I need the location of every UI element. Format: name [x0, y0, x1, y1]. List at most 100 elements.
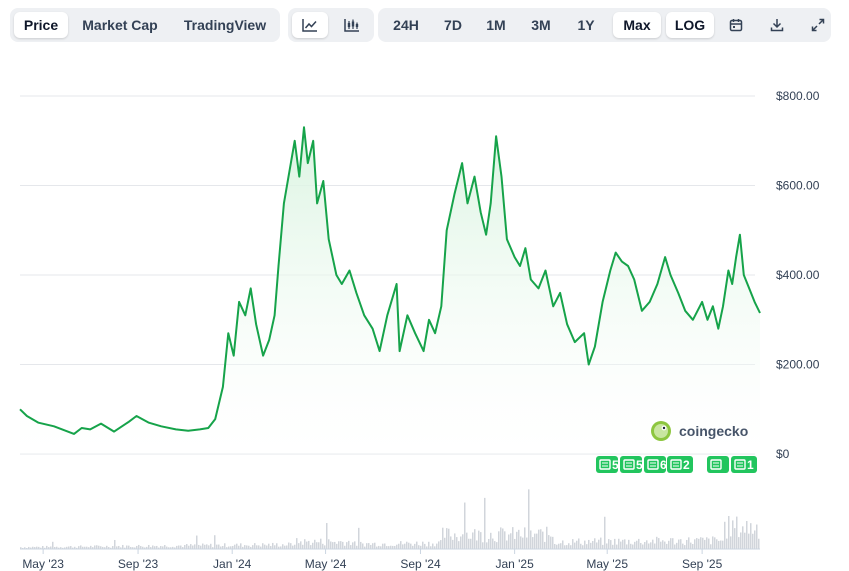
y-tick-label: $200.00: [776, 358, 820, 372]
volume-bar: [112, 546, 114, 549]
volume-bar: [386, 546, 388, 549]
volume-bar: [148, 544, 150, 549]
candlestick-chart-button[interactable]: [334, 12, 370, 38]
volume-bar: [46, 545, 48, 549]
range-1m[interactable]: 1M: [486, 17, 506, 33]
volume-bar: [726, 538, 728, 549]
volume-bar: [356, 545, 358, 549]
event-badge[interactable]: 6: [644, 456, 667, 473]
volume-bar: [610, 540, 612, 549]
volume-bar: [226, 547, 228, 549]
volume-bar: [80, 545, 82, 549]
volume-bar: [66, 546, 68, 549]
volume-bar: [96, 545, 98, 549]
volume-bar: [558, 543, 560, 549]
calendar-icon: [729, 19, 743, 32]
volume-bar: [562, 540, 564, 549]
event-badge[interactable]: 2: [667, 456, 693, 473]
volume-bar: [578, 538, 580, 549]
range-3m[interactable]: 3M: [531, 17, 551, 33]
volume-bar: [544, 541, 546, 549]
volume-bar: [184, 544, 186, 549]
range-1y[interactable]: 1Y: [577, 17, 595, 33]
y-tick-label: $400.00: [776, 268, 820, 282]
volume-bar: [494, 541, 496, 549]
volume-bar: [552, 536, 554, 549]
volume-bar: [434, 546, 436, 549]
volume-bar: [218, 544, 220, 549]
volume-bar: [638, 538, 640, 549]
news-icon: [734, 459, 746, 470]
volume-bar: [216, 544, 218, 549]
volume-bar: [76, 547, 78, 549]
volume-bar: [270, 546, 272, 549]
volume-bar: [334, 541, 336, 549]
volume-bar: [676, 542, 678, 549]
volume-bar: [266, 545, 268, 549]
fullscreen-button[interactable]: [800, 12, 836, 38]
volume-bar: [592, 541, 594, 549]
volume-bar: [324, 545, 326, 549]
volume-bar: [442, 527, 444, 549]
volume-bar: [618, 538, 620, 549]
volume-bar: [144, 547, 146, 549]
volume-bar: [492, 538, 494, 549]
y-tick-label: $800.00: [776, 89, 820, 103]
calendar-button[interactable]: [718, 12, 754, 38]
volume-bar: [42, 546, 44, 549]
volume-bar: [304, 539, 306, 549]
tab-market-cap[interactable]: Market Cap: [82, 17, 158, 33]
volume-bar: [174, 547, 176, 549]
volume-bar: [620, 541, 622, 549]
tab-tradingview[interactable]: TradingView: [183, 17, 267, 33]
volume-bar: [536, 533, 538, 549]
volume-bar: [298, 543, 300, 549]
range-24h[interactable]: 24H: [393, 17, 419, 33]
x-tick-label: Sep '24: [400, 557, 441, 571]
volume-bar: [488, 538, 490, 549]
volume-bar: [516, 531, 518, 549]
line-chart-button[interactable]: [292, 12, 328, 38]
volume-bar: [464, 502, 466, 549]
event-badge[interactable]: [707, 456, 729, 473]
volume-bar: [214, 535, 216, 549]
volume-bar: [466, 532, 468, 549]
download-button[interactable]: [759, 12, 795, 38]
volume-bar: [686, 539, 688, 549]
range-max[interactable]: Max: [613, 12, 661, 38]
volume-bar: [396, 544, 398, 549]
volume-bar: [332, 542, 334, 549]
volume-bar: [566, 545, 568, 549]
tab-price[interactable]: Price: [14, 12, 68, 38]
volume-bar: [504, 531, 506, 549]
volume-bar: [94, 545, 96, 549]
volume-bar: [650, 542, 652, 549]
event-badge[interactable]: 5: [620, 456, 643, 473]
volume-bar: [178, 545, 180, 549]
volume-bar: [546, 526, 548, 549]
volume-bar: [506, 540, 508, 549]
volume-bar: [436, 543, 438, 549]
volume-bar: [400, 541, 402, 549]
log-scale-toggle[interactable]: LOG: [666, 12, 714, 38]
volume-bar: [704, 539, 706, 549]
event-badge[interactable]: 1: [731, 456, 757, 473]
range-7d[interactable]: 7D: [444, 17, 462, 33]
volume-bar: [602, 544, 604, 549]
volume-bar: [526, 537, 528, 549]
volume-bar: [372, 543, 374, 549]
x-tick-label: May '23: [22, 557, 64, 571]
volume-bar: [196, 535, 198, 549]
volume-bar: [652, 539, 654, 549]
watermark-text: coingecko: [679, 423, 748, 439]
volume-bar: [670, 538, 672, 549]
volume-bar: [482, 542, 484, 549]
volume-bar: [542, 531, 544, 549]
volume-bar: [648, 543, 650, 549]
volume-bar: [358, 527, 360, 549]
volume-bar: [740, 532, 742, 549]
volume-bar: [54, 546, 56, 549]
volume-bar: [632, 544, 634, 549]
event-badge[interactable]: 5: [596, 456, 619, 473]
